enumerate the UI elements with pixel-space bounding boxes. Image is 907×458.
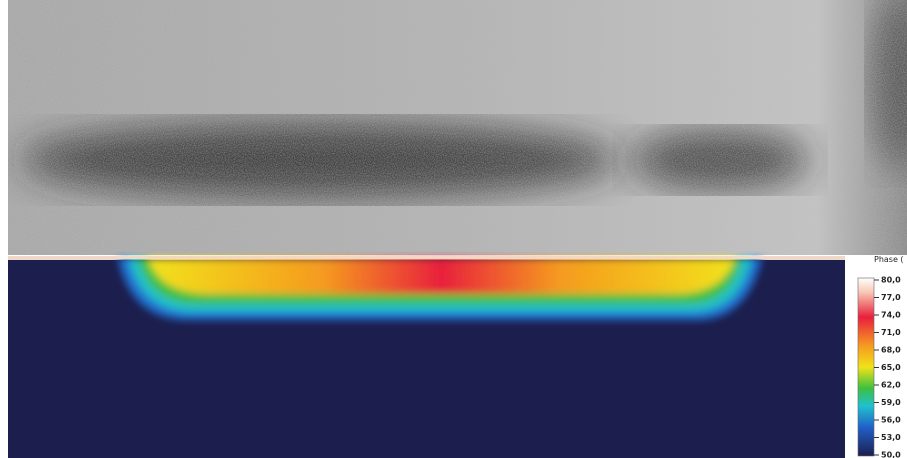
simulation [8, 256, 845, 458]
tick-label: 65,0 [881, 363, 901, 372]
tick-label: 50,0 [881, 451, 901, 458]
tick-label: 56,0 [881, 416, 901, 425]
colorbar-ticks: 80,0 77,0 74,0 71,0 68,0 65,0 62,0 59,0 56,0 53,0… [874, 276, 901, 458]
tick-label: 77,0 [881, 293, 901, 302]
tick-label: 71,0 [881, 328, 901, 337]
figure-svg: Phase ( 80,0 77,0 74,0 71,0 68,0 65,0 62,0 59,0… [0, 0, 907, 458]
colorbar: Phase ( 80,0 77,0 74,0 71,0 68,0 65,0 62,0 59,0… [858, 255, 904, 458]
tick-label: 68,0 [881, 346, 901, 355]
tick-label: 62,0 [881, 381, 901, 390]
figure: Phase ( 80,0 77,0 74,0 71,0 68,0 65,0 62,0 59,0… [0, 0, 907, 458]
photo [8, 0, 907, 255]
colorbar-title: Phase ( [874, 255, 904, 264]
tick-label: 53,0 [881, 433, 901, 442]
tick-label: 59,0 [881, 398, 901, 407]
tick-label: 74,0 [881, 311, 901, 320]
tick-label: 80,0 [881, 276, 901, 285]
